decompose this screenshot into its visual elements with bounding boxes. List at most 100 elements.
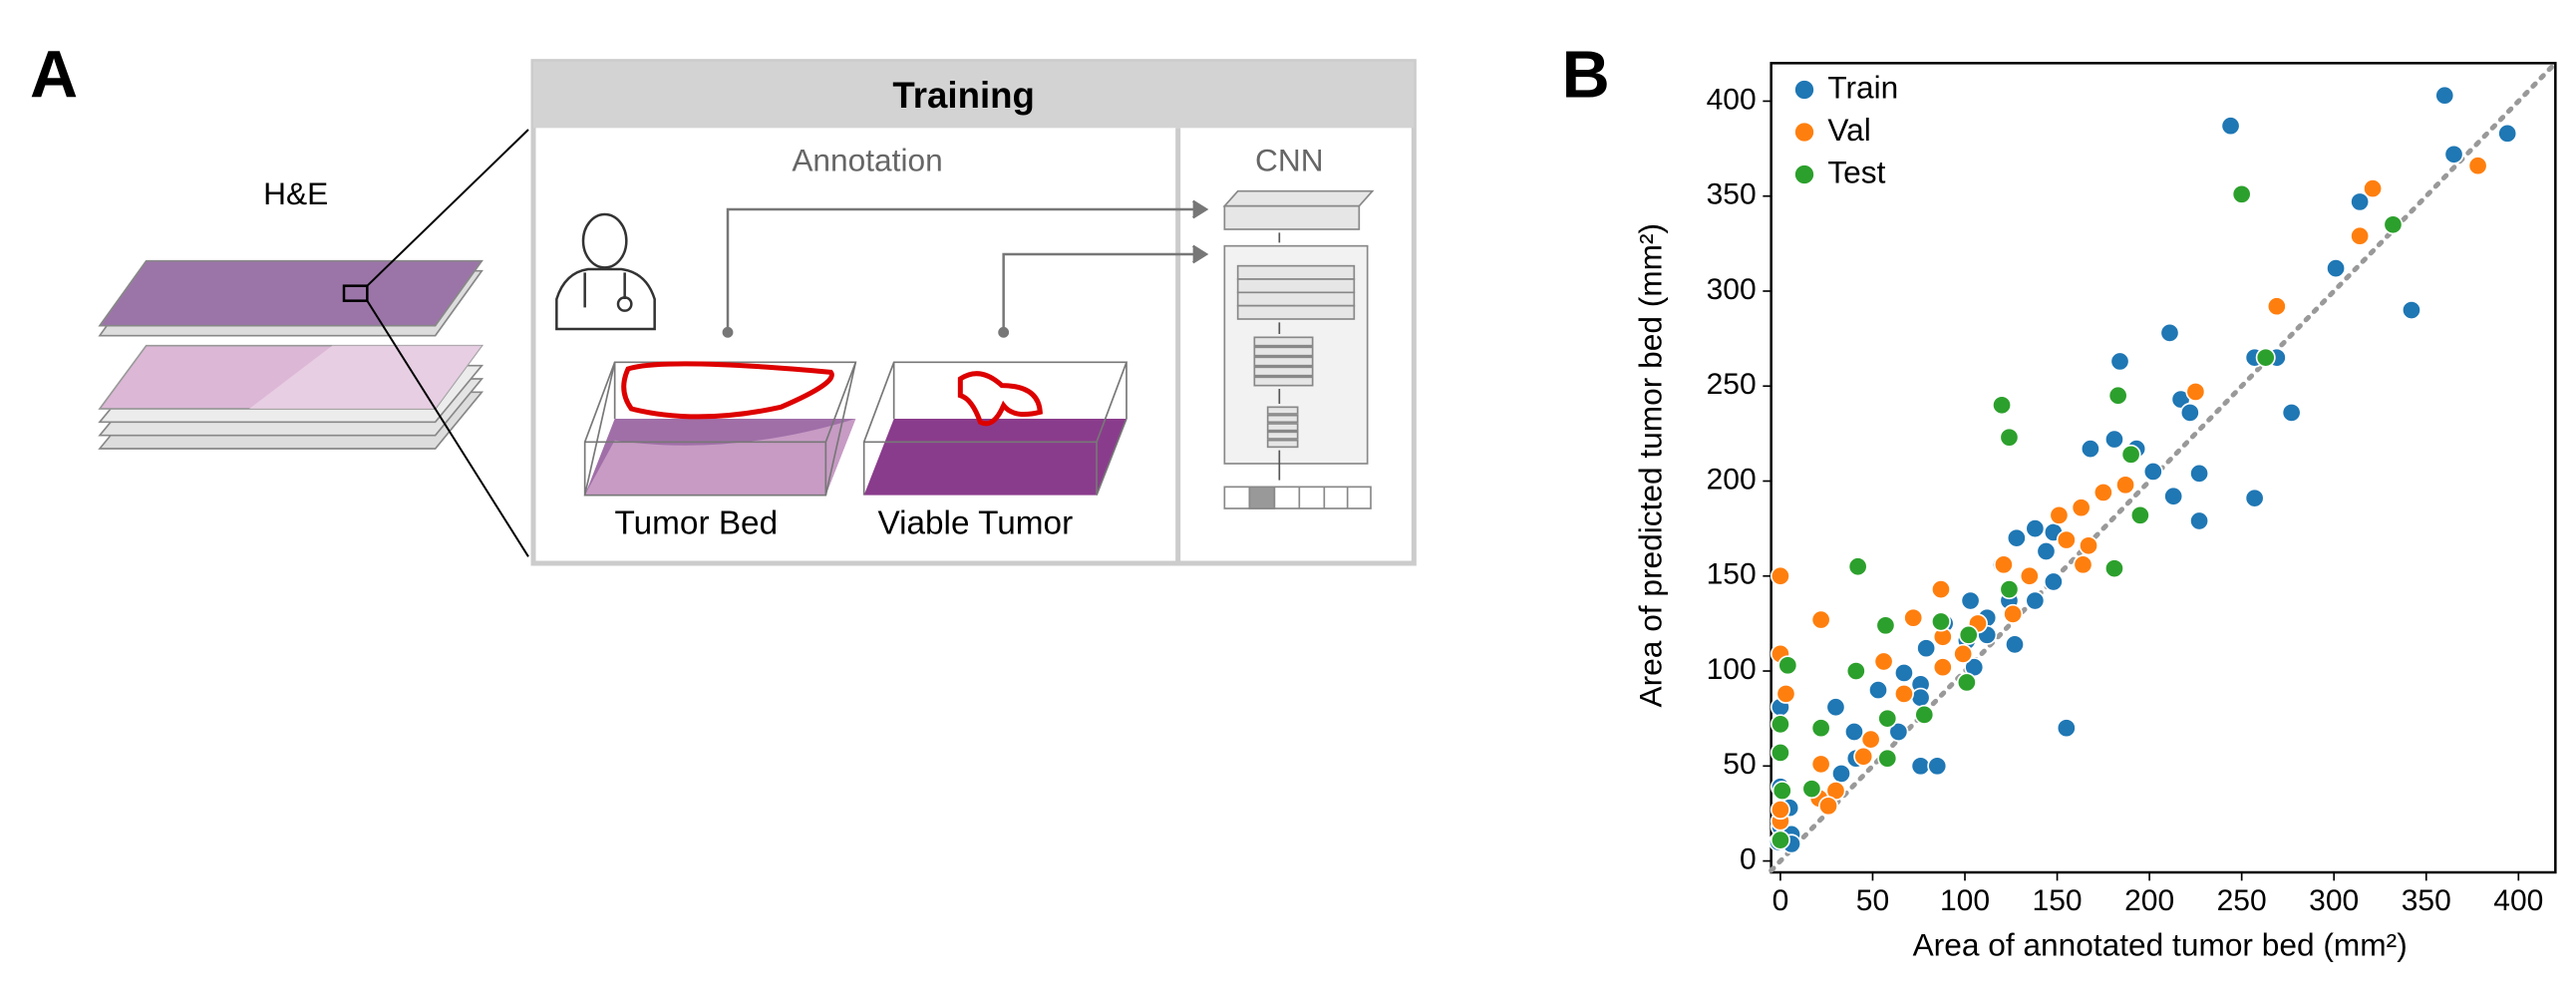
point (1770, 565, 1790, 586)
point (2185, 381, 2206, 402)
point (1770, 742, 1790, 763)
point (1771, 781, 1792, 802)
point (1845, 661, 1866, 682)
point (1910, 687, 1931, 708)
y-tick-label: 50 (1723, 748, 1756, 781)
point (1956, 672, 1977, 693)
point (2080, 439, 2100, 460)
point (2401, 300, 2421, 321)
point (1992, 395, 2013, 416)
plot-frame (1770, 62, 2557, 874)
point (2281, 402, 2302, 423)
point (2006, 527, 2027, 548)
point (2189, 463, 2210, 484)
point (1930, 579, 1951, 600)
point (2497, 123, 2518, 144)
y-tick-label: 400 (1707, 83, 1757, 116)
point (1770, 714, 1790, 735)
point (2350, 225, 2371, 246)
y-tick-label: 250 (1707, 368, 1757, 401)
point (1873, 651, 1894, 672)
point (2004, 634, 2025, 655)
panel-label: A (30, 39, 78, 113)
point (2266, 296, 2287, 317)
y-tick-label: 350 (1707, 178, 1757, 211)
viable-tumor-box (862, 361, 1128, 496)
point (1999, 427, 2020, 448)
x-tick-label: 400 (2493, 884, 2543, 917)
y-tick-label: 0 (1740, 842, 1757, 875)
point (2129, 504, 2150, 525)
x-tick-label: 100 (1940, 884, 1990, 917)
point (1770, 800, 1790, 821)
point (1914, 704, 1935, 725)
point (1927, 756, 1948, 777)
point (2079, 535, 2099, 556)
point (2159, 322, 2180, 343)
point (1993, 554, 2014, 575)
point (1875, 615, 1896, 636)
point (1893, 683, 1914, 704)
point (1853, 746, 1874, 767)
point (1801, 779, 1822, 800)
point (2036, 541, 2057, 562)
x-tick-label: 150 (2033, 884, 2083, 917)
point (1847, 556, 1868, 577)
x-tick-label: 0 (1772, 884, 1789, 917)
point (2073, 554, 2093, 575)
point (2049, 504, 2070, 525)
legend-marker (1794, 80, 1814, 100)
point (2103, 429, 2124, 450)
point (1810, 754, 1831, 775)
legend-label: Train (1827, 69, 1898, 105)
x-tick-label: 250 (2217, 884, 2267, 917)
point (1930, 611, 1951, 632)
point (1825, 697, 1846, 718)
slide-top (98, 129, 529, 557)
point (1916, 638, 1937, 659)
point (1877, 748, 1898, 769)
cnn-diagram (1222, 189, 1375, 509)
y-tick-label: 300 (1707, 273, 1757, 306)
point (2043, 571, 2064, 592)
point (1999, 579, 2020, 600)
point (2019, 565, 2040, 586)
point (1810, 609, 1831, 630)
legend-marker (1794, 123, 1814, 142)
point (1958, 624, 1979, 645)
point (1910, 756, 1931, 777)
point (2107, 385, 2128, 406)
annotation-title: Annotation (792, 143, 942, 178)
doctor-icon (555, 212, 656, 331)
tumor-bed-box (583, 361, 857, 497)
tumor-bed-label: Tumor Bed (615, 504, 779, 541)
training-title: Training (892, 75, 1035, 116)
x-tick-label: 50 (1856, 884, 1889, 917)
point (2071, 498, 2092, 518)
point (2383, 214, 2404, 235)
point (2443, 144, 2464, 165)
x-tick-label: 300 (2309, 884, 2359, 917)
point (1903, 607, 1924, 628)
point (2109, 351, 2130, 372)
point (2434, 85, 2455, 106)
point (2244, 488, 2265, 508)
point (2025, 590, 2046, 611)
point (2189, 510, 2210, 531)
point (1888, 722, 1909, 743)
y-axis-label: Area of predicted tumor bed (mm²) (1633, 223, 1669, 708)
viable-tumor-label: Viable Tumor (877, 504, 1073, 541)
point (2056, 529, 2077, 550)
point (2326, 258, 2347, 279)
point (2115, 475, 2136, 496)
point (2231, 183, 2252, 204)
point (2056, 718, 2077, 739)
point (1932, 657, 1953, 678)
point (1777, 655, 1798, 676)
point (2003, 603, 2024, 624)
point (2025, 518, 2046, 539)
point (1893, 662, 1914, 683)
point (2093, 482, 2113, 502)
